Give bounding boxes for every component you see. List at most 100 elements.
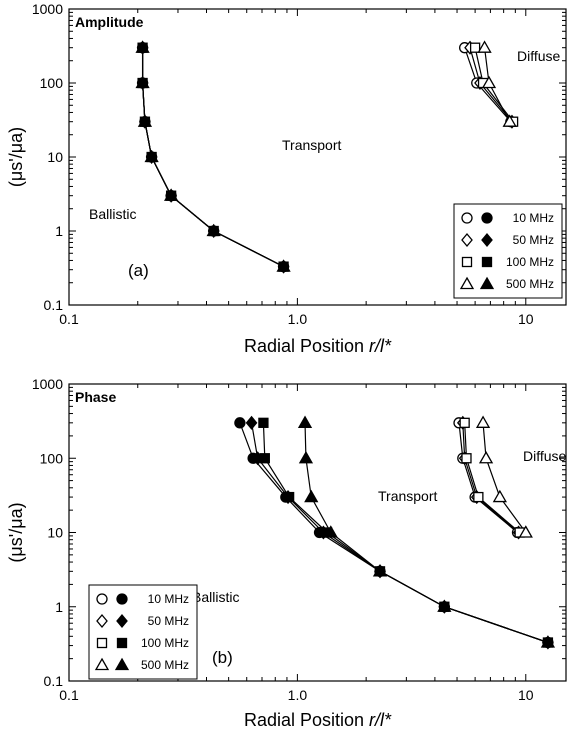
legend-marker-diamond-open	[461, 232, 473, 248]
legend-marker-square-filled	[481, 256, 493, 268]
panel-label: (a)	[128, 261, 149, 280]
series-line-50-mhz-open	[462, 422, 519, 533]
series-line-10-mhz-filled	[239, 422, 549, 644]
legend-marker-diamond-open	[96, 613, 108, 629]
legend-marker-diamond-filled	[116, 613, 128, 629]
legend-marker-diamond-filled	[481, 232, 493, 248]
x-axis-title: Radial Position r/l*	[244, 710, 392, 729]
y-tick-label: 10	[47, 525, 63, 541]
tick-marks	[68, 383, 566, 682]
legend-label: 10 MHz	[148, 592, 189, 606]
region-label-transport: Transport	[378, 488, 438, 504]
data-point-triangle-filled	[297, 415, 313, 428]
y-tick-label: 1	[55, 599, 63, 615]
y-tick-label: 1000	[32, 376, 63, 392]
y-tick-label: 100	[40, 450, 64, 466]
data-point-triangle-open	[481, 75, 497, 89]
legend-label: 500 MHz	[506, 277, 554, 291]
legend-marker-circle-open	[461, 212, 473, 224]
legend: 10 MHz 50 MHz 100 MHz 500 MHz	[88, 584, 198, 680]
x-tick-label: 1.0	[288, 687, 308, 703]
legend-label: 100 MHz	[506, 255, 554, 269]
region-label-ballistic: Ballistic	[192, 589, 239, 605]
x-axis-title: Radial Position r/l*	[244, 336, 392, 356]
legend-marker-triangle-filled	[479, 276, 495, 290]
series-group	[234, 415, 556, 650]
data-point-diamond-filled	[245, 415, 258, 430]
data-point-triangle-filled	[372, 564, 388, 577]
y-tick-label: 10	[47, 149, 63, 165]
data-point-square-open	[459, 417, 470, 428]
y-axis-title: (μs'/μa)	[6, 502, 26, 562]
legend-label: 10 MHz	[513, 211, 554, 225]
y-tick-label: 1000	[32, 1, 63, 17]
data-point-triangle-open	[518, 525, 533, 538]
chart-panel-phase: 0.1 1.0 10 0.1 1 10 100 1000 Radial Position r/l…	[6, 376, 567, 729]
x-tick-label: 10	[518, 311, 534, 327]
data-point-triangle-filled	[206, 223, 221, 237]
data-point-triangle-open	[477, 40, 492, 53]
panel-label: (b)	[212, 648, 233, 667]
data-point-triangle-filled	[135, 40, 150, 53]
x-tick-label: 0.1	[59, 311, 79, 327]
y-tick-label: 0.1	[44, 297, 64, 313]
data-point-triangle-filled	[164, 188, 179, 201]
x-tick-label: 1.0	[288, 311, 308, 327]
y-tick-label: 1	[55, 223, 63, 239]
panel-title: Phase	[75, 389, 116, 405]
legend-label: 50 MHz	[513, 233, 554, 247]
data-point-triangle-filled	[298, 450, 314, 464]
region-label-diffuse: Diffuse	[523, 448, 567, 464]
data-point-triangle-open	[475, 415, 491, 428]
series-line-100-mhz-open	[464, 422, 521, 533]
data-point-square-filled	[283, 491, 295, 503]
series-line-500-mhz-filled	[304, 422, 549, 644]
data-point-square-open	[473, 491, 484, 503]
legend: 10 MHz 50 MHz 100 MHz 500 MHz	[453, 203, 563, 299]
series-line-10-mhz-open	[458, 422, 518, 533]
legend-label: 100 MHz	[141, 636, 189, 650]
data-point-triangle-filled	[144, 149, 159, 163]
data-point-square-open	[469, 42, 481, 53]
chart-panel-amplitude: 0.1 1.0 10 0.1 1 10 100 1000 Radial Position r/l…	[6, 1, 567, 356]
data-point-square-filled	[259, 453, 270, 464]
legend-marker-triangle-filled	[114, 657, 130, 671]
series-line-50-mhz-filled	[250, 422, 549, 644]
legend-marker-triangle-open	[94, 657, 110, 671]
legend-marker-circle-open	[96, 593, 108, 605]
y-tick-label: 100	[40, 75, 64, 91]
data-point-circle-filled	[234, 417, 246, 429]
region-label-diffuse: Diffuse	[517, 48, 561, 64]
data-point-triangle-filled	[137, 114, 153, 127]
legend-marker-square-open	[461, 256, 473, 268]
data-point-triangle-filled	[323, 525, 338, 538]
data-point-triangle-filled	[276, 259, 291, 272]
data-point-triangle-open	[492, 489, 507, 503]
legend-label: 500 MHz	[141, 658, 189, 672]
data-point-triangle-open	[478, 450, 494, 464]
legend-marker-circle-filled	[116, 593, 128, 605]
x-tick-label: 10	[518, 687, 534, 703]
tick-marks	[68, 8, 566, 306]
panel-title: Amplitude	[75, 14, 144, 30]
x-tick-label: 0.1	[59, 687, 79, 703]
legend-label: 50 MHz	[148, 614, 189, 628]
data-point-triangle-filled	[304, 489, 319, 503]
data-point-triangle-filled	[437, 599, 452, 612]
region-label-ballistic: Ballistic	[89, 206, 136, 222]
data-point-square-filled	[258, 417, 269, 428]
legend-marker-circle-filled	[481, 212, 493, 224]
legend-marker-square-filled	[116, 637, 128, 649]
legend-marker-triangle-open	[459, 276, 475, 290]
y-tick-label: 0.1	[44, 673, 64, 689]
data-point-triangle-open	[502, 114, 517, 127]
y-axis-title: (μs'/μa)	[6, 127, 26, 187]
data-point-triangle-filled	[135, 75, 150, 89]
series-line-500-mhz-open	[482, 422, 527, 533]
data-point-square-open	[461, 453, 472, 464]
region-label-transport: Transport	[282, 137, 342, 153]
data-point-triangle-filled	[540, 635, 556, 648]
legend-marker-square-open	[96, 637, 108, 649]
series-group	[135, 40, 519, 274]
